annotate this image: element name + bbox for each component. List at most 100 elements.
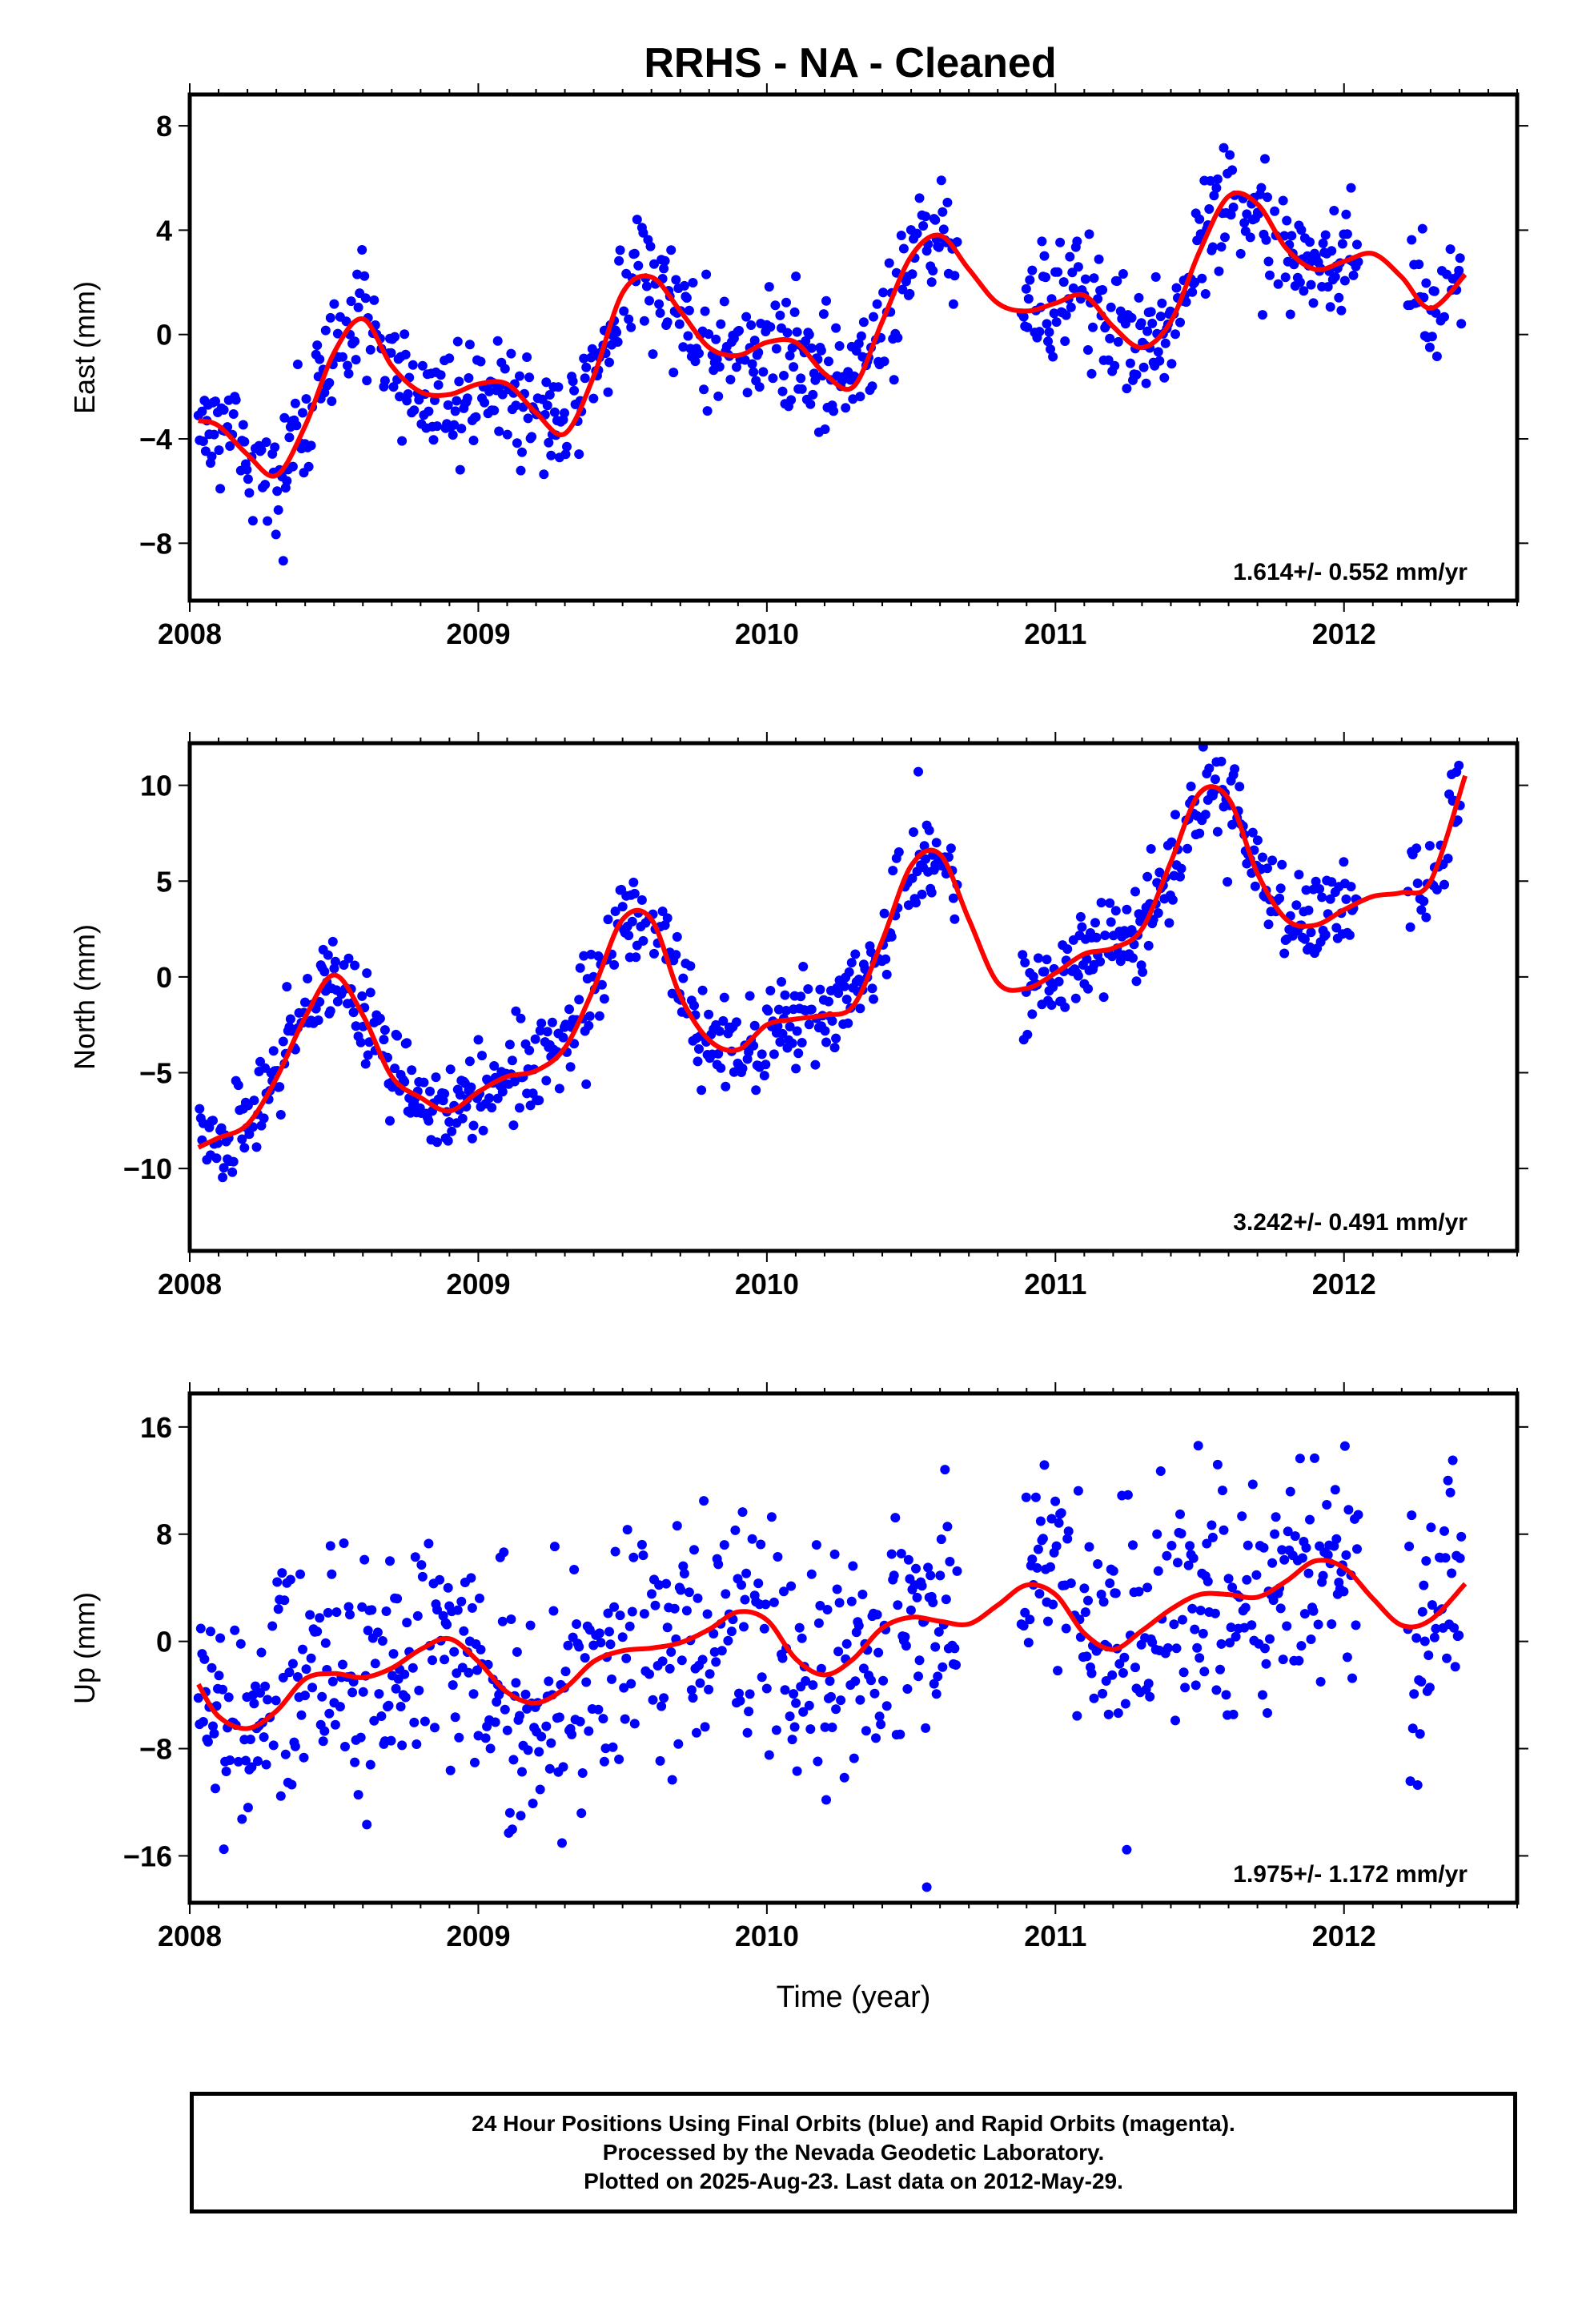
east-data-point <box>612 328 622 337</box>
east-data-point <box>541 377 552 388</box>
up-data-point <box>1101 1676 1111 1686</box>
east-data-point <box>905 288 915 299</box>
up-data-point <box>1170 1715 1180 1726</box>
up-data-point <box>512 1647 522 1657</box>
north-data-point <box>694 1043 704 1054</box>
east-data-point <box>928 266 938 275</box>
up-data-point <box>636 1539 647 1550</box>
up-data-point <box>921 1882 932 1892</box>
up-data-point <box>357 1602 367 1612</box>
east-data-point <box>612 337 623 347</box>
north-data-point <box>1250 881 1260 891</box>
x-tick-label: 2008 <box>158 617 222 650</box>
up-data-point <box>789 1689 799 1699</box>
up-data-point <box>1066 1578 1076 1588</box>
east-data-point <box>624 314 634 324</box>
east-data-point <box>898 243 909 254</box>
up-data-point <box>221 1767 231 1776</box>
up-data-point <box>295 1569 305 1579</box>
east-data-point <box>325 312 335 323</box>
up-data-point <box>741 1568 752 1578</box>
north-data-point <box>1082 954 1092 964</box>
up-data-point <box>598 1714 608 1724</box>
north-data-point <box>850 949 861 959</box>
up-data-point <box>1056 1508 1066 1518</box>
up-data-point <box>534 1747 544 1757</box>
east-data-point <box>712 354 722 364</box>
north-data-point <box>793 1048 804 1059</box>
up-data-point <box>1247 1479 1258 1490</box>
up-data-point <box>620 1714 630 1724</box>
east-data-point <box>749 367 759 377</box>
up-data-point <box>1086 1668 1097 1679</box>
up-data-point <box>350 1757 360 1767</box>
east-data-point <box>1160 338 1170 348</box>
north-data-point <box>757 1049 767 1059</box>
up-data-point <box>665 1663 675 1674</box>
up-data-point <box>599 1756 609 1767</box>
up-data-point <box>759 1623 769 1634</box>
up-data-point <box>709 1647 720 1657</box>
up-data-point <box>1419 1580 1429 1590</box>
up-data-point <box>659 1693 669 1703</box>
up-data-point <box>1282 1621 1292 1631</box>
east-data-point <box>292 360 303 369</box>
east-data-point <box>1094 254 1104 264</box>
north-data-points <box>195 743 1465 1183</box>
north-data-point <box>867 983 877 994</box>
east-data-point <box>853 339 864 349</box>
north-data-point <box>1223 877 1233 887</box>
north-data-point <box>773 1004 784 1015</box>
north-data-point <box>1339 857 1349 867</box>
east-data-point <box>1053 267 1063 277</box>
y-tick-label: 16 <box>140 1411 172 1444</box>
east-data-point <box>1325 302 1335 312</box>
up-data-point <box>739 1622 749 1632</box>
up-data-point <box>1169 1619 1179 1630</box>
east-data-point <box>1136 318 1146 328</box>
up-data-point <box>567 1729 577 1739</box>
up-data-point <box>1193 1441 1203 1451</box>
up-data-point <box>1297 1553 1307 1563</box>
up-data-point <box>872 1610 882 1620</box>
north-data-point <box>629 888 640 899</box>
up-data-point <box>203 1737 213 1747</box>
east-data-point <box>615 245 625 255</box>
east-data-point <box>379 376 390 386</box>
east-data-point <box>1258 310 1267 320</box>
east-data-point <box>1170 329 1180 340</box>
up-data-point <box>1421 1556 1431 1566</box>
east-data-point <box>1439 312 1449 322</box>
north-data-point <box>1022 1029 1033 1039</box>
east-data-point <box>524 372 535 383</box>
north-data-point <box>841 995 852 1004</box>
up-data-point <box>1176 1529 1186 1538</box>
up-data-point <box>1239 1622 1250 1633</box>
north-data-point <box>1341 894 1351 904</box>
y-tick-label: 5 <box>156 865 172 898</box>
north-data-point <box>1146 844 1156 854</box>
up-data-point <box>300 1691 310 1701</box>
east-data-point <box>449 420 460 430</box>
up-data-point <box>1419 1636 1430 1647</box>
up-data-point <box>1260 1643 1270 1654</box>
up-data-point <box>811 1540 821 1550</box>
y-tick-label: 8 <box>156 110 172 143</box>
up-data-point <box>737 1580 746 1590</box>
up-data-point <box>622 1525 632 1535</box>
up-data-point <box>945 1557 955 1566</box>
up-data-point <box>794 1622 805 1633</box>
north-data-point <box>1175 871 1185 882</box>
east-data-point <box>1342 229 1352 239</box>
up-data-point <box>456 1596 467 1606</box>
north-data-point <box>1164 918 1174 928</box>
up-data-point <box>233 1756 243 1767</box>
up-data-point <box>1261 1659 1271 1669</box>
north-data-point <box>387 1082 397 1092</box>
up-data-point <box>874 1711 885 1722</box>
east-data-point <box>765 322 776 332</box>
east-data-point <box>214 445 224 456</box>
north-data-point <box>829 1043 840 1053</box>
up-data-point <box>1342 1652 1352 1663</box>
up-data-point <box>536 1731 547 1742</box>
